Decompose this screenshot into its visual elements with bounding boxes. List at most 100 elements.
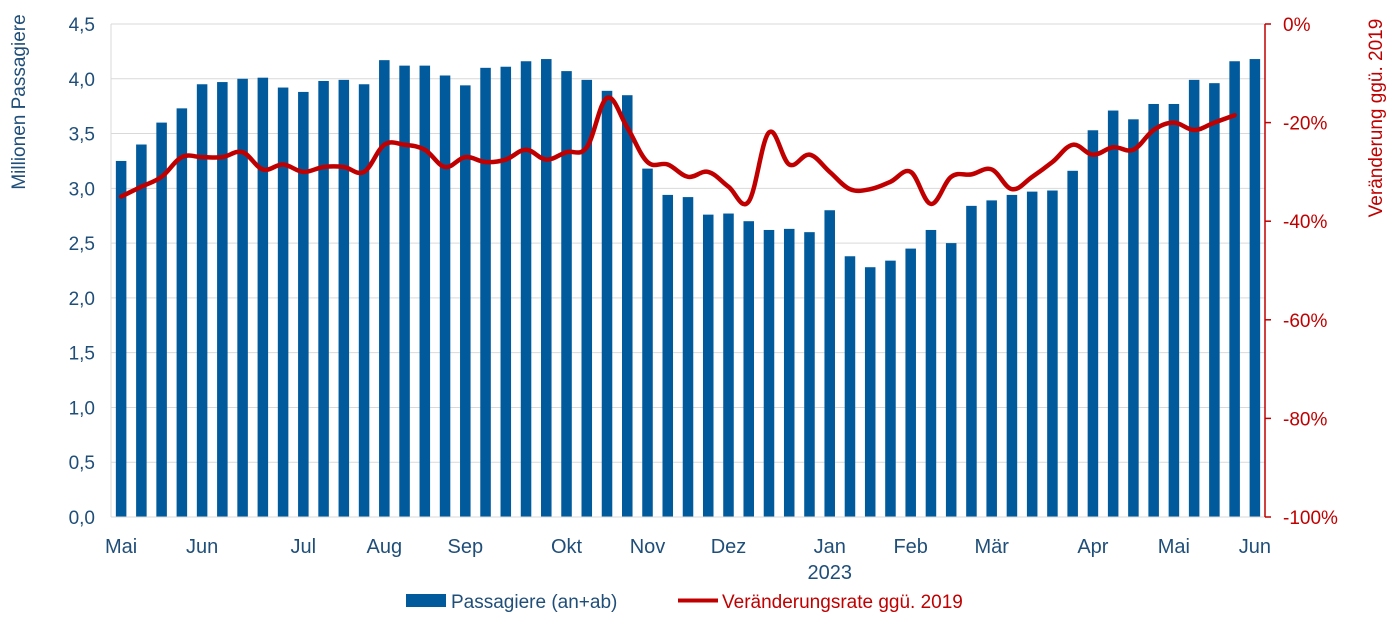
x-tick-label: Apr — [1077, 536, 1108, 558]
x-tick-label: Okt — [551, 536, 583, 558]
x-tick-label: Dez — [711, 536, 747, 558]
bar — [905, 248, 916, 518]
bar — [642, 168, 653, 517]
bar — [561, 71, 572, 517]
legend-bar-label: Passagiere (an+ab) — [451, 592, 617, 613]
bar — [176, 108, 188, 517]
x-tick-label: Jan — [814, 536, 846, 558]
left-y-tick-label: 4,0 — [69, 70, 95, 91]
right-y-tick-label: -20% — [1283, 114, 1327, 135]
bar — [723, 213, 734, 517]
legend: Passagiere (an+ab) Veränderungsrate ggü.… — [406, 592, 963, 613]
left-y-tick-label: 0,0 — [69, 508, 95, 529]
bar — [399, 65, 410, 518]
x-tick-label: Jun — [186, 536, 218, 558]
bar — [1047, 190, 1058, 517]
bar — [945, 243, 957, 517]
bar — [621, 95, 633, 517]
bar — [763, 229, 775, 517]
bar — [358, 84, 370, 517]
bar — [1168, 103, 1180, 517]
bar — [520, 61, 532, 517]
bar — [480, 67, 491, 518]
left-axis-title: Millionen Passagiere — [9, 14, 30, 189]
x-tick-label: Jul — [291, 536, 317, 558]
bar — [925, 229, 937, 517]
bar — [966, 205, 977, 517]
bar — [743, 221, 755, 517]
bar — [500, 66, 512, 517]
left-y-tick-label: 3,5 — [69, 125, 95, 146]
x-tick-label: Mai — [105, 536, 137, 558]
bar — [257, 77, 269, 517]
left-y-tick-label: 1,0 — [69, 398, 95, 419]
legend-line-label: Veränderungsrate ggü. 2019 — [722, 592, 963, 613]
x-ticks: Mai Jun Jul Aug Sep Okt Nov Dez Jan Feb Mär Apr Mai J… — [105, 536, 1271, 584]
x-tick-label: Jun — [1239, 536, 1271, 558]
bar — [885, 260, 896, 517]
legend-bar-swatch — [406, 594, 446, 607]
bar — [1067, 170, 1078, 517]
bar — [682, 197, 694, 517]
left-y-tick-label: 2,0 — [69, 289, 95, 310]
bar — [1107, 110, 1119, 517]
bar — [136, 144, 147, 517]
bar — [217, 82, 228, 517]
right-y-tick-label: -40% — [1283, 212, 1327, 233]
x-tick-label: Feb — [893, 536, 927, 558]
bar — [338, 79, 350, 517]
right-axis-title: Veränderung ggü. 2019 — [1366, 19, 1387, 218]
bar — [419, 65, 431, 518]
bar — [1249, 59, 1261, 518]
bar — [460, 85, 471, 518]
bar — [824, 210, 835, 517]
right-y-tick-label: 0% — [1283, 15, 1311, 36]
x-tick-label: Mär — [974, 536, 1009, 558]
bar-series — [115, 59, 1261, 518]
x-tick-label: Mai — [1158, 536, 1190, 558]
line-series — [118, 95, 1237, 207]
bar — [1128, 119, 1139, 518]
x-year-label: 2023 — [807, 562, 852, 584]
bar — [986, 200, 997, 517]
bar — [115, 160, 127, 517]
bar — [277, 87, 289, 517]
left-y-tick-label: 3,0 — [69, 179, 95, 200]
bar — [1006, 194, 1018, 517]
bar — [1229, 61, 1240, 517]
bar — [318, 80, 329, 518]
bar — [379, 60, 390, 518]
right-y-ticks: 0% -20% -40% -60% -80% -100% — [1283, 15, 1338, 529]
bar — [662, 194, 674, 517]
bar — [581, 79, 593, 517]
bar — [541, 59, 552, 518]
bar — [783, 228, 795, 517]
axes — [110, 23, 1271, 518]
bar — [156, 122, 167, 517]
bar — [1026, 191, 1038, 517]
right-y-tick-label: -60% — [1283, 311, 1327, 332]
left-y-tick-label: 1,5 — [69, 344, 95, 365]
bar — [1188, 79, 1200, 517]
x-tick-label: Sep — [448, 536, 484, 558]
bar — [702, 214, 714, 518]
left-y-tick-label: 0,5 — [69, 453, 95, 474]
bar — [237, 78, 248, 518]
left-y-tick-label: 2,5 — [69, 234, 95, 255]
change-rate-line — [118, 95, 1237, 207]
bar — [439, 75, 451, 517]
right-y-tick-label: -100% — [1283, 508, 1338, 529]
right-y-tick-label: -80% — [1283, 409, 1327, 430]
left-y-ticks: 0,0 0,5 1,0 1,5 2,0 2,5 3,0 3,5 4,0 4,5 — [69, 15, 95, 529]
bar — [864, 267, 876, 517]
bar — [298, 91, 309, 518]
bar — [804, 232, 815, 517]
bar — [1087, 130, 1099, 517]
left-y-tick-label: 4,5 — [69, 15, 95, 36]
bar — [844, 256, 856, 517]
x-tick-label: Nov — [630, 536, 666, 558]
bar — [1148, 103, 1159, 517]
bar — [601, 90, 613, 517]
bar — [1209, 83, 1220, 517]
